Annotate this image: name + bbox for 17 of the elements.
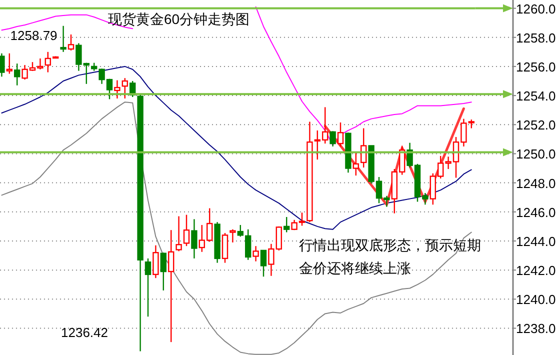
- text: 现货黄金60分钟走势图: [108, 11, 250, 27]
- annotation: 金价还将继续上涨: [299, 260, 411, 276]
- y-tick-label: 1240.0: [516, 292, 556, 308]
- y-tick-label: 1256.0: [516, 59, 556, 74]
- annotation: 1258.79: [10, 28, 58, 43]
- annotation: 行情出现双底形态，预示短期: [299, 237, 481, 253]
- y-tick-label: 1242.0: [516, 263, 556, 278]
- y-tick-label: 1258.0: [516, 30, 556, 46]
- y-tick-label: 1254.0: [516, 88, 556, 104]
- y-tick-label: 1238.0: [516, 321, 556, 336]
- y-tick-label: 1246.0: [516, 204, 556, 220]
- y-tick-label: 1252.0: [516, 118, 556, 133]
- y-tick-label: 1260.0: [516, 1, 556, 16]
- annotation: 1236.42: [61, 325, 108, 340]
- y-tick-label: 1248.0: [516, 176, 556, 191]
- y-tick-label: 1250.0: [516, 146, 556, 162]
- y-tick-label: 1244.0: [516, 234, 556, 249]
